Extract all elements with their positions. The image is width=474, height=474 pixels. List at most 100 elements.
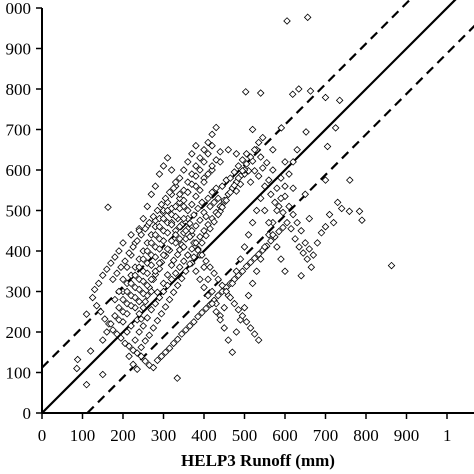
data-point [141, 224, 150, 233]
data-point [127, 279, 135, 288]
data-point [115, 303, 123, 312]
data-point [121, 257, 129, 265]
data-point [163, 154, 172, 162]
data-point [230, 299, 239, 308]
data-point [179, 243, 188, 251]
data-point [301, 239, 310, 247]
data-point [153, 316, 162, 325]
data-point [147, 275, 156, 284]
data-point [135, 310, 143, 318]
data-point [119, 318, 127, 326]
data-point [256, 255, 265, 263]
data-point [159, 237, 168, 245]
data-point [147, 239, 156, 247]
data-point [182, 326, 190, 334]
data-point [190, 253, 198, 261]
data-point [200, 263, 208, 271]
data-point [98, 336, 107, 344]
data-point [321, 222, 330, 231]
data-point [289, 210, 297, 219]
data-point [163, 245, 172, 253]
data-point [194, 312, 202, 321]
data-point [165, 188, 174, 197]
data-point [305, 245, 314, 253]
data-point [279, 223, 287, 232]
data-point [167, 220, 176, 229]
y-tick-label: 100 [6, 364, 32, 383]
data-point [171, 269, 180, 278]
data-point [248, 218, 257, 227]
data-point [188, 245, 196, 253]
x-tick-label: 1 [443, 426, 452, 445]
data-point [293, 145, 301, 154]
data-point [137, 231, 145, 239]
data-point [214, 194, 222, 203]
data-point [123, 287, 131, 296]
data-point [206, 263, 214, 271]
data-point [192, 239, 200, 247]
data-point [256, 153, 265, 161]
y-ticks: 0 100 200 300 400 500 600 700 800 900 000 [6, 0, 42, 423]
data-point [277, 124, 286, 132]
data-point [157, 310, 166, 318]
data-point [192, 162, 200, 170]
data-point [175, 235, 184, 243]
data-point [141, 357, 150, 365]
data-point [238, 156, 247, 164]
data-point [273, 184, 281, 192]
data-point [346, 176, 354, 184]
data-point [202, 304, 210, 313]
data-point [129, 243, 137, 251]
data-point [204, 275, 212, 284]
data-point [210, 269, 218, 278]
data-point [281, 158, 289, 166]
data-point [297, 271, 305, 280]
data-point [295, 243, 303, 251]
data-point [196, 233, 204, 241]
data-point [206, 224, 214, 233]
data-points [73, 13, 396, 389]
data-point [337, 204, 346, 213]
y-tick-label: 900 [6, 40, 32, 59]
data-point [204, 194, 212, 203]
dashed-bound-line-1 [41, 0, 412, 369]
data-point [125, 342, 133, 350]
data-point [137, 343, 145, 352]
data-point [234, 174, 243, 182]
x-tick-label: 600 [272, 426, 298, 445]
data-point [226, 174, 235, 182]
data-point [113, 269, 121, 278]
data-point [293, 218, 301, 227]
data-point [190, 318, 198, 326]
data-point [252, 267, 261, 276]
data-point [139, 267, 148, 276]
data-point [238, 312, 247, 320]
data-point [273, 206, 281, 215]
data-point [155, 259, 164, 267]
data-point [125, 249, 133, 257]
data-point [192, 192, 200, 201]
data-point [98, 271, 107, 280]
data-point [321, 93, 330, 102]
data-point [212, 307, 220, 316]
data-point [283, 17, 291, 25]
data-point [171, 178, 180, 186]
data-point [145, 218, 154, 227]
data-point [157, 200, 166, 209]
data-point [129, 360, 137, 369]
data-point [200, 178, 208, 186]
data-point [198, 251, 206, 259]
data-point [135, 328, 143, 336]
data-point [214, 291, 222, 300]
data-point [273, 243, 281, 251]
data-point [288, 90, 297, 99]
data-point [238, 167, 247, 175]
x-axis-title: HELP3 Runoff (mm) [181, 451, 335, 470]
data-point [155, 222, 164, 231]
data-point [204, 170, 212, 178]
data-point [260, 243, 269, 251]
data-point [196, 154, 204, 162]
data-point [265, 218, 273, 227]
data-point [188, 180, 196, 188]
data-point [115, 247, 123, 255]
